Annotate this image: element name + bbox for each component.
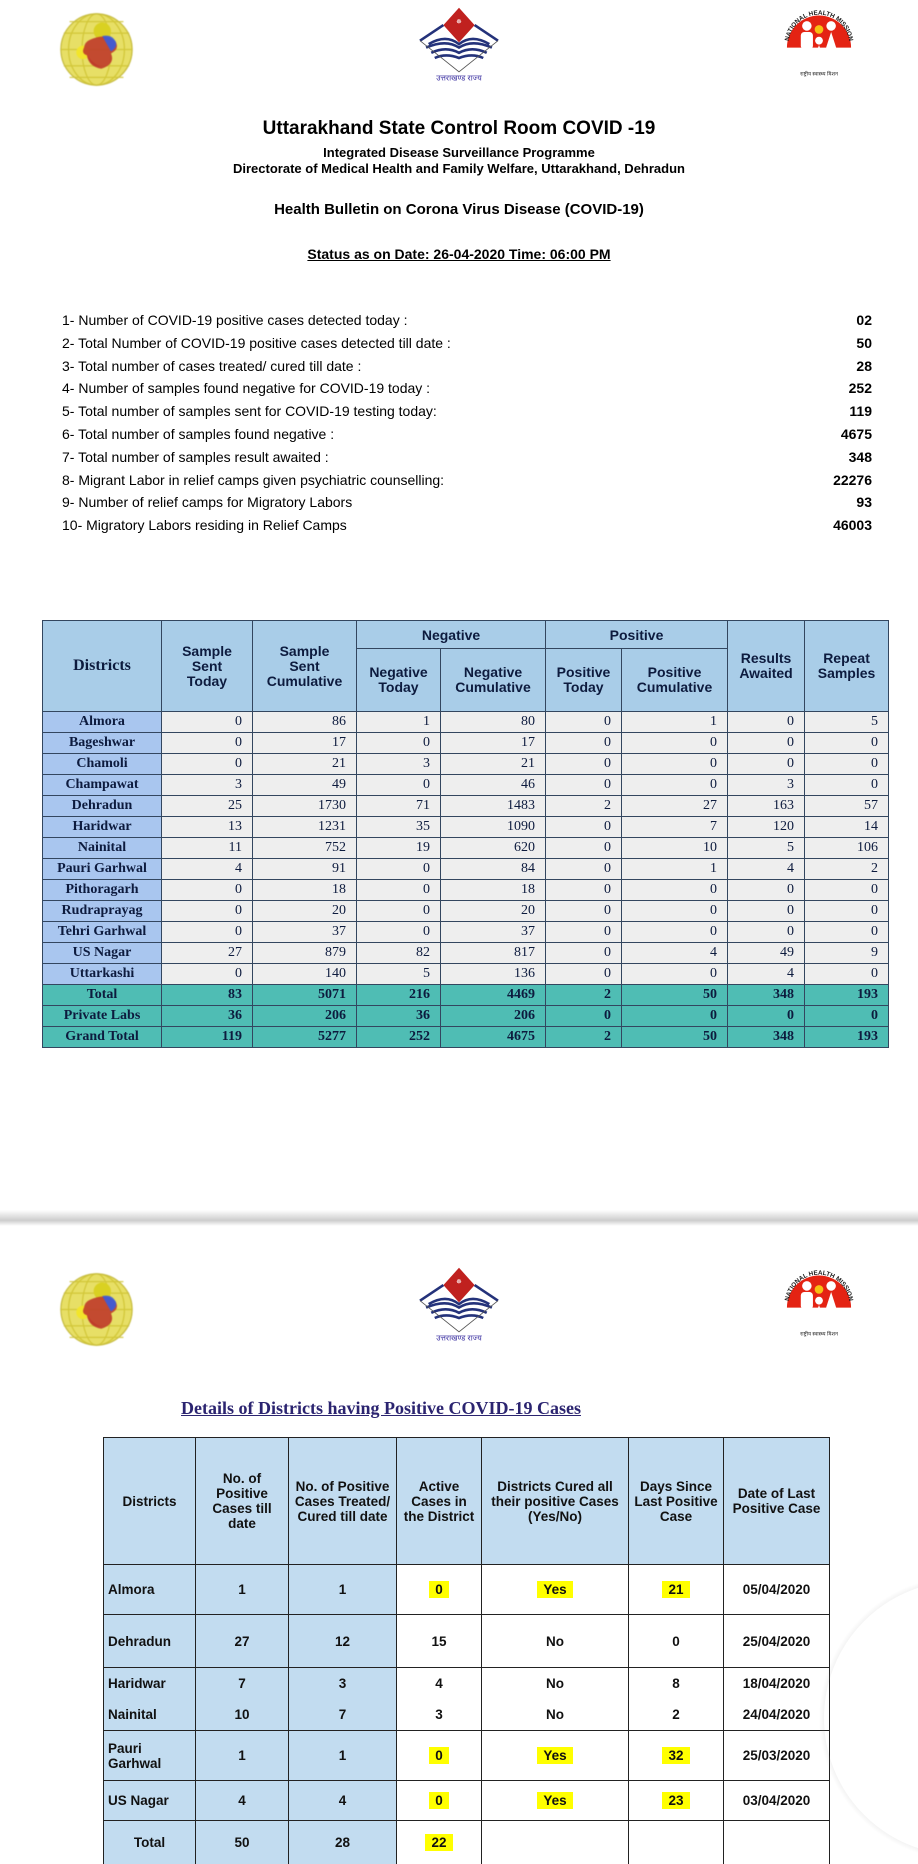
svg-text:राष्ट्रीय स्वास्थ्य मिशन: राष्ट्रीय स्वास्थ्य मिशन (800, 1330, 838, 1337)
svg-text:राष्ट्रीय स्वास्थ्य मिशन: राष्ट्रीय स्वास्थ्य मिशन (800, 70, 838, 77)
svg-text:उत्तराखण्ड राज्य: उत्तराखण्ड राज्य (436, 1334, 482, 1343)
svg-text:☸: ☸ (456, 1278, 461, 1285)
svg-text:उत्तराखण्ड राज्य: उत्तराखण्ड राज्य (436, 74, 482, 83)
svg-text:☸: ☸ (456, 18, 461, 25)
